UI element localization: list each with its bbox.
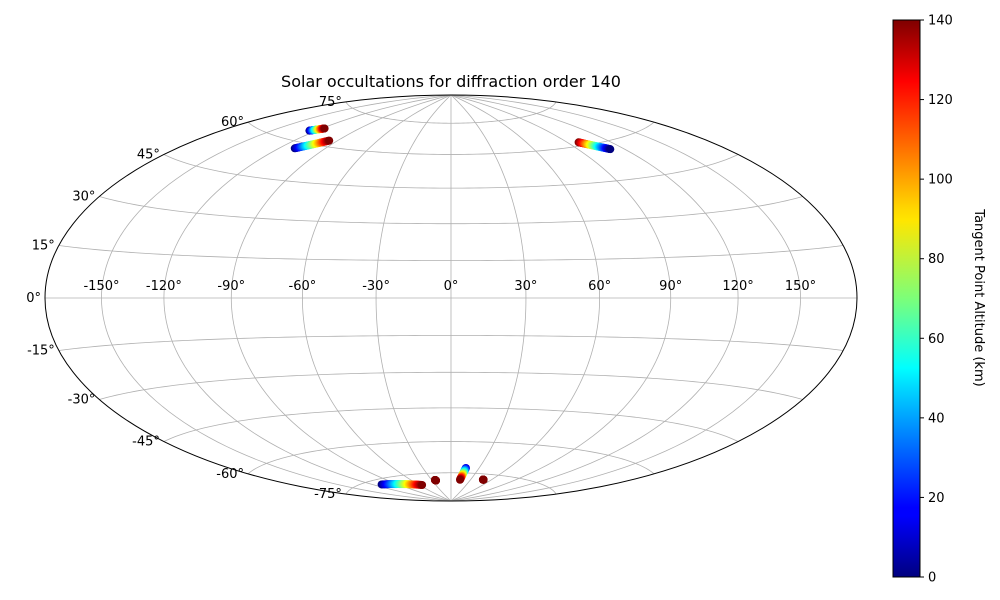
occultation-point [606,145,615,154]
longitude-tick-label: -60° [289,279,317,294]
latitude-tick-label: -45° [132,435,160,450]
occultation-point [479,475,488,484]
longitude-tick-label: 120° [722,279,753,294]
longitude-tick-label: -120° [146,279,182,294]
map-boundary [44,94,858,502]
colorbar-tick-label: 0 [928,571,936,586]
longitude-tick-label: -150° [83,279,119,294]
latitude-tick-label: 30° [72,190,95,205]
latitude-tick-label: -30° [68,393,96,408]
parallel-line [58,335,844,351]
parallel-line [345,101,557,124]
parallel-line [163,154,739,189]
latitude-tick-label: -75° [314,487,342,502]
chart-title: Solar occultations for diffraction order… [281,72,621,91]
longitude-tick-label: -30° [362,279,390,294]
longitude-tick-label: 150° [785,279,816,294]
latitude-tick-label: 45° [137,148,160,163]
latitude-tick-label: -15° [27,344,55,359]
occultation-point [431,476,440,485]
colorbar-tick-label: 60 [928,332,945,347]
colorbar-tick-label: 100 [928,173,953,188]
colorbar-tick-label: 140 [928,14,953,29]
colorbar-ticks: 0 20 40 60 80 100 120 140 [920,14,953,586]
longitude-tick-label: 90° [659,279,682,294]
colorbar [892,19,921,578]
parallel-line [58,245,844,261]
parallel-line [247,121,655,155]
parallel-line [163,407,739,442]
parallel-line [99,371,803,400]
colorbar-tick-label: 20 [928,491,945,506]
colorbar-tick-label: 40 [928,411,945,426]
occultation-point [456,475,465,484]
graticule [45,95,857,501]
occultation-point [325,136,334,145]
latitude-tick-label: -60° [216,467,244,482]
occultation-point [320,124,329,133]
latitude-tick-labels: -75° -60° -45° -30° -15° 0° 15° 30° 45° 60° 75° [26,95,342,502]
latitude-tick-label: 75° [319,95,342,110]
colorbar-tick-label: 120 [928,93,953,108]
latitude-tick-label: 0° [26,291,41,306]
longitude-tick-label: -90° [217,279,245,294]
parallel-line [99,196,803,225]
longitude-tick-label: 0° [444,279,459,294]
longitude-tick-labels: -150° -120° -90° -60° -30° 0° 30° 60° 90° 120° 150… [83,279,816,294]
colorbar-tick-label: 80 [928,252,945,267]
longitude-tick-label: 30° [514,279,537,294]
parallel-line [247,441,655,475]
occultation-points [290,124,615,489]
longitude-tick-label: 60° [588,279,611,294]
parallel-line [345,472,557,495]
latitude-tick-label: 15° [32,239,55,254]
latitude-tick-label: 60° [221,115,244,130]
occultation-point [418,481,427,489]
colorbar-label: Tangent Point Altitude (km) [971,208,986,386]
